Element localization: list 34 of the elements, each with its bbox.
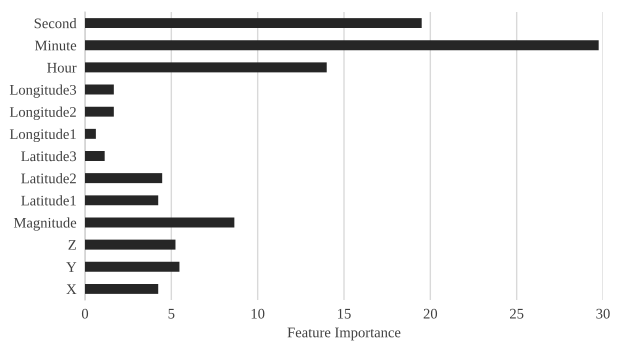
x-axis-title: Feature Importance <box>288 328 400 340</box>
y-tick-label: Longitude1 <box>10 128 76 142</box>
y-tick-label: Hour <box>47 62 77 73</box>
y-tick-label: Latitude1 <box>21 195 76 206</box>
bar <box>85 195 158 206</box>
bar <box>85 217 234 228</box>
bar <box>85 128 96 139</box>
bar <box>85 106 114 117</box>
bar <box>85 84 114 95</box>
y-tick-label: Z <box>68 240 76 250</box>
bar <box>85 262 180 272</box>
y-tick-label: Minute <box>34 40 76 50</box>
bar <box>85 62 327 72</box>
y-tick-label: Longitude3 <box>10 84 76 98</box>
y-tick-label: Second <box>34 18 76 28</box>
x-tick-label: 20 <box>424 308 438 319</box>
bar <box>85 151 105 161</box>
y-tick-label: Magnitude <box>14 217 76 231</box>
y-tick-label: Longitude2 <box>10 106 76 120</box>
x-tick-label: 15 <box>338 308 351 319</box>
y-tick-label: X <box>66 284 76 294</box>
y-tick-label: Latitude2 <box>21 173 76 184</box>
x-tick-label: 25 <box>510 308 524 319</box>
bar <box>85 240 176 250</box>
x-tick-label: 0 <box>82 308 88 319</box>
x-tick-label: 10 <box>252 308 264 319</box>
x-tick-label: 30 <box>596 308 610 319</box>
x-tick-label: 5 <box>168 308 174 319</box>
bar <box>85 284 158 294</box>
y-tick-label: Latitude3 <box>21 150 76 162</box>
y-tick-label: Y <box>66 262 76 272</box>
bar <box>85 18 422 28</box>
bar <box>85 40 599 50</box>
bar <box>85 173 162 184</box>
